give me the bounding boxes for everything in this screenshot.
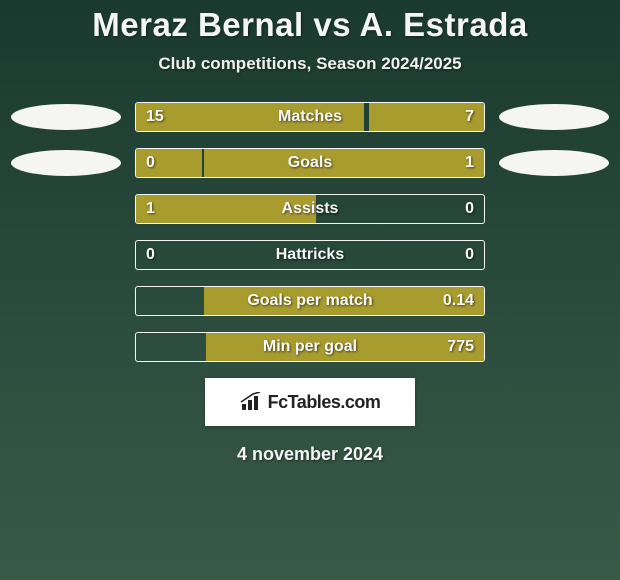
stat-bar: Assists1 0 xyxy=(135,194,485,224)
left-value: 1 xyxy=(146,195,155,223)
right-value: 7 xyxy=(465,103,474,131)
stat-row: Hattricks0 0 xyxy=(0,240,620,270)
stat-row: Goals0 1 xyxy=(0,148,620,178)
stat-label: Assists xyxy=(136,195,484,223)
player-right-badge xyxy=(499,150,609,176)
stat-label: Goals xyxy=(136,149,484,177)
stat-label: Goals per match xyxy=(136,287,484,315)
player-left-badge xyxy=(11,104,121,130)
stat-label: Min per goal xyxy=(136,333,484,361)
bar-chart-icon xyxy=(240,392,264,412)
comparison-infographic: Meraz Bernal vs A. Estrada Club competit… xyxy=(0,0,620,465)
right-value: 0.14 xyxy=(443,287,474,315)
right-value: 0 xyxy=(465,241,474,269)
player-left-badge xyxy=(11,150,121,176)
right-value: 775 xyxy=(447,333,474,361)
stat-label: Matches xyxy=(136,103,484,131)
source-logo: FcTables.com xyxy=(205,378,415,426)
stat-bar: Hattricks0 0 xyxy=(135,240,485,270)
left-value: 0 xyxy=(146,149,155,177)
stat-row: Assists1 0 xyxy=(0,194,620,224)
stat-row: Goals per match0.14 xyxy=(0,286,620,316)
right-value: 1 xyxy=(465,149,474,177)
subtitle: Club competitions, Season 2024/2025 xyxy=(0,54,620,74)
right-value: 0 xyxy=(465,195,474,223)
stat-bar: Min per goal775 xyxy=(135,332,485,362)
stat-row: Min per goal775 xyxy=(0,332,620,362)
stat-bar: Goals per match0.14 xyxy=(135,286,485,316)
logo-text: FcTables.com xyxy=(268,392,381,413)
stat-bar: Goals0 1 xyxy=(135,148,485,178)
stat-row: Matches15 7 xyxy=(0,102,620,132)
stat-label: Hattricks xyxy=(136,241,484,269)
left-value: 15 xyxy=(146,103,164,131)
stat-bar: Matches15 7 xyxy=(135,102,485,132)
stat-rows: Matches157Goals01Assists10Hattricks00Goa… xyxy=(0,102,620,362)
page-title: Meraz Bernal vs A. Estrada xyxy=(0,6,620,44)
left-value: 0 xyxy=(146,241,155,269)
player-right-badge xyxy=(499,104,609,130)
date-text: 4 november 2024 xyxy=(0,444,620,465)
